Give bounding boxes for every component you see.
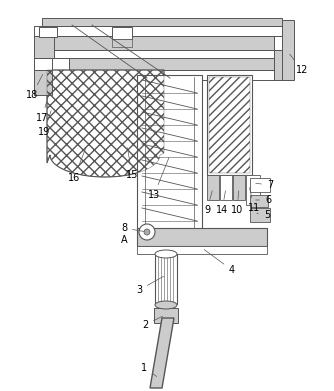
Text: 12: 12: [290, 54, 308, 75]
Bar: [233, 175, 245, 200]
Bar: [34, 26, 289, 36]
Ellipse shape: [155, 301, 177, 309]
Text: 4: 4: [204, 249, 235, 275]
Bar: [250, 178, 270, 192]
Bar: [207, 175, 219, 200]
Bar: [34, 58, 69, 88]
Bar: [250, 195, 268, 207]
Bar: [155, 254, 177, 304]
Bar: [246, 175, 260, 205]
Bar: [250, 208, 270, 222]
Text: 7: 7: [256, 180, 273, 190]
Bar: [39, 27, 57, 37]
Text: 5: 5: [257, 210, 270, 220]
Text: 10: 10: [231, 191, 243, 215]
Text: 9: 9: [204, 191, 212, 215]
Bar: [207, 75, 252, 175]
Bar: [209, 77, 250, 173]
Bar: [220, 175, 232, 200]
Bar: [274, 36, 289, 50]
Text: 1: 1: [141, 363, 157, 377]
Polygon shape: [150, 318, 174, 388]
Text: 14: 14: [216, 191, 228, 215]
Bar: [112, 27, 132, 39]
Text: 16: 16: [68, 147, 86, 183]
Bar: [34, 70, 52, 95]
Bar: [34, 70, 289, 80]
Text: 3: 3: [136, 276, 164, 295]
Bar: [34, 50, 289, 58]
Ellipse shape: [155, 250, 177, 258]
Polygon shape: [47, 70, 164, 177]
Bar: [137, 228, 267, 246]
Text: 13: 13: [148, 158, 169, 200]
Bar: [34, 58, 289, 70]
Text: A: A: [121, 235, 127, 245]
Text: 18: 18: [26, 74, 43, 100]
Bar: [282, 20, 294, 80]
Text: 19: 19: [38, 111, 51, 137]
Text: 6: 6: [256, 195, 271, 205]
Bar: [137, 246, 267, 254]
Text: 11: 11: [248, 188, 260, 213]
Bar: [154, 308, 178, 323]
Bar: [42, 18, 282, 26]
Text: 15: 15: [126, 148, 138, 180]
Bar: [34, 58, 52, 70]
Text: 17: 17: [36, 93, 49, 123]
Bar: [137, 75, 202, 230]
Bar: [34, 36, 289, 50]
Circle shape: [139, 224, 155, 240]
Text: 2: 2: [142, 316, 163, 330]
Bar: [274, 50, 289, 80]
Circle shape: [144, 229, 150, 235]
Bar: [34, 36, 54, 58]
Bar: [112, 39, 132, 47]
Text: 8: 8: [121, 223, 144, 233]
